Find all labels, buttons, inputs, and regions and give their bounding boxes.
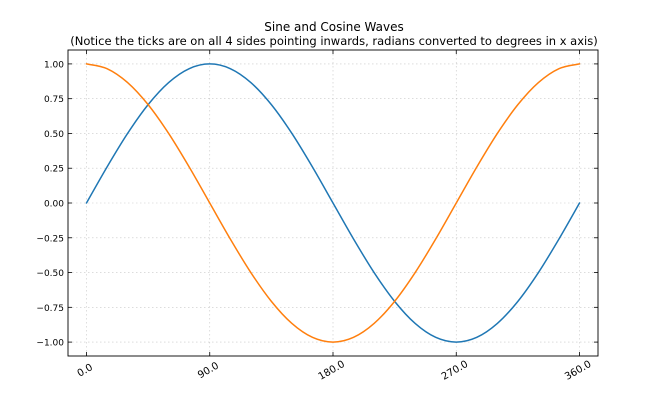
y-tick-label: 0.50 bbox=[44, 130, 64, 140]
series-line-0 bbox=[85, 63, 581, 343]
y-tick-label: −1.00 bbox=[36, 339, 64, 349]
x-tick-label: 0.0 bbox=[76, 362, 95, 379]
y-tick-label: −0.25 bbox=[36, 234, 64, 244]
x-axis-tick-labels: 0.0 90.0 180.0 270.0 360.0 bbox=[76, 359, 594, 383]
x-tick-label: 270.0 bbox=[440, 359, 470, 383]
series-layer bbox=[85, 63, 581, 343]
y-tick-label: 0.75 bbox=[44, 95, 64, 105]
x-tick-label: 180.0 bbox=[317, 359, 347, 383]
y-tick-label: 0.25 bbox=[44, 165, 64, 175]
y-tick-label: 0.00 bbox=[44, 200, 64, 210]
y-axis-tick-labels: 1.00 0.75 0.50 0.25 0.00 −0.25 −0.50 −0.75 −1.00 bbox=[36, 60, 64, 348]
y-tick-label: −0.50 bbox=[36, 269, 64, 279]
chart-title: Sine and Cosine Waves bbox=[264, 20, 403, 34]
y-tick-label: −0.75 bbox=[36, 304, 64, 314]
x-tick-label: 90.0 bbox=[196, 361, 221, 382]
series-line-1 bbox=[85, 63, 581, 343]
x-tick-label: 360.0 bbox=[563, 359, 593, 383]
y-tick-label: 1.00 bbox=[44, 60, 64, 70]
chart-subtitle: (Notice the ticks are on all 4 sides poi… bbox=[70, 34, 597, 48]
axis-ticks bbox=[68, 50, 598, 356]
